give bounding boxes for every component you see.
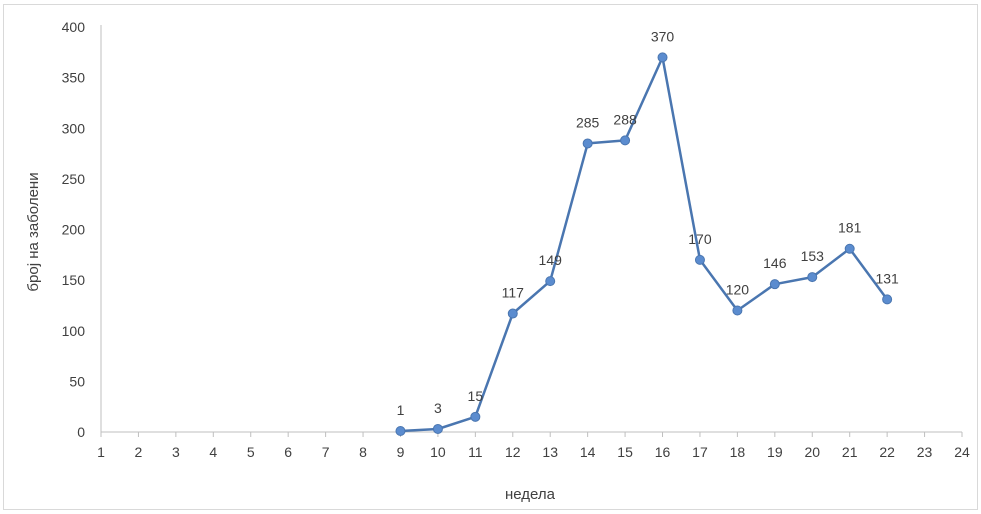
x-tick-label: 13 — [542, 444, 558, 460]
x-tick-label: 24 — [954, 444, 970, 460]
axes — [100, 25, 963, 437]
x-axis-title: недела — [505, 486, 556, 503]
data-labels: 1 3 15 117 149 285 288 370 170 120 146 153 181 131 — [397, 28, 899, 418]
data-point — [432, 423, 443, 434]
y-tick-label: 400 — [62, 19, 86, 35]
data-point — [620, 135, 631, 146]
x-tick-label: 11 — [468, 444, 483, 460]
data-label: 149 — [539, 252, 563, 268]
data-point — [470, 411, 481, 422]
data-label: 370 — [651, 28, 675, 44]
x-tick-label: 3 — [172, 444, 180, 460]
data-point — [882, 294, 893, 305]
y-tick-label: 250 — [62, 171, 86, 187]
data-point — [507, 308, 518, 319]
data-point — [657, 52, 668, 63]
x-tick-label: 10 — [430, 444, 446, 460]
data-points — [395, 52, 893, 436]
y-tick-label: 50 — [69, 373, 85, 389]
x-tick-label: 2 — [135, 444, 143, 460]
data-label: 170 — [688, 231, 712, 247]
series-polyline — [400, 56, 889, 433]
x-tick-label: 22 — [879, 444, 895, 460]
x-tick-label: 17 — [692, 444, 708, 460]
data-label: 117 — [502, 285, 525, 301]
data-label: 15 — [468, 388, 484, 404]
data-label: 146 — [763, 255, 787, 271]
data-label: 120 — [726, 282, 750, 298]
data-label: 131 — [875, 270, 899, 286]
x-tick-label: 5 — [247, 444, 255, 460]
y-tick-label: 0 — [77, 424, 85, 440]
data-point — [769, 279, 780, 290]
data-label: 285 — [576, 114, 600, 130]
x-tick-label: 4 — [209, 444, 217, 460]
y-tick-label: 150 — [62, 272, 86, 288]
data-point — [582, 138, 593, 149]
y-axis-title: број на заболени — [25, 172, 42, 291]
data-label: 3 — [434, 400, 442, 416]
x-tick-label: 6 — [284, 444, 292, 460]
x-tick-label: 18 — [730, 444, 746, 460]
data-point — [807, 272, 818, 283]
x-tick-labels: 1 2 3 4 5 6 7 8 9 10 11 12 13 14 15 16 17 18 19 20 21 22 23 24 — [97, 444, 970, 460]
x-tick-label: 20 — [804, 444, 820, 460]
data-label: 1 — [397, 402, 405, 418]
data-point — [694, 254, 705, 265]
y-tick-label: 300 — [62, 120, 86, 136]
data-point — [545, 276, 556, 287]
data-point — [732, 305, 743, 316]
series-line — [400, 56, 889, 433]
data-label: 153 — [801, 248, 825, 264]
x-tick-label: 21 — [842, 444, 858, 460]
data-label: 288 — [613, 111, 637, 127]
chart-frame — [3, 4, 978, 510]
x-tick-label: 19 — [767, 444, 783, 460]
x-tick-label: 12 — [505, 444, 521, 460]
data-point — [844, 243, 855, 254]
x-tick-label: 1 — [97, 444, 105, 460]
data-label: 181 — [838, 220, 862, 236]
y-tick-labels: 0 50 100 150 200 250 300 350 400 — [62, 19, 86, 440]
x-tick-label: 9 — [397, 444, 405, 460]
y-tick-label: 200 — [62, 222, 86, 238]
x-tick-label: 15 — [617, 444, 633, 460]
data-point — [395, 425, 406, 436]
x-tick-label: 23 — [917, 444, 933, 460]
x-tick-label: 7 — [322, 444, 330, 460]
y-tick-label: 100 — [62, 323, 86, 339]
x-tick-label: 16 — [655, 444, 671, 460]
x-tick-label: 14 — [580, 444, 596, 460]
x-tick-label: 8 — [359, 444, 367, 460]
y-tick-label: 350 — [62, 70, 86, 86]
